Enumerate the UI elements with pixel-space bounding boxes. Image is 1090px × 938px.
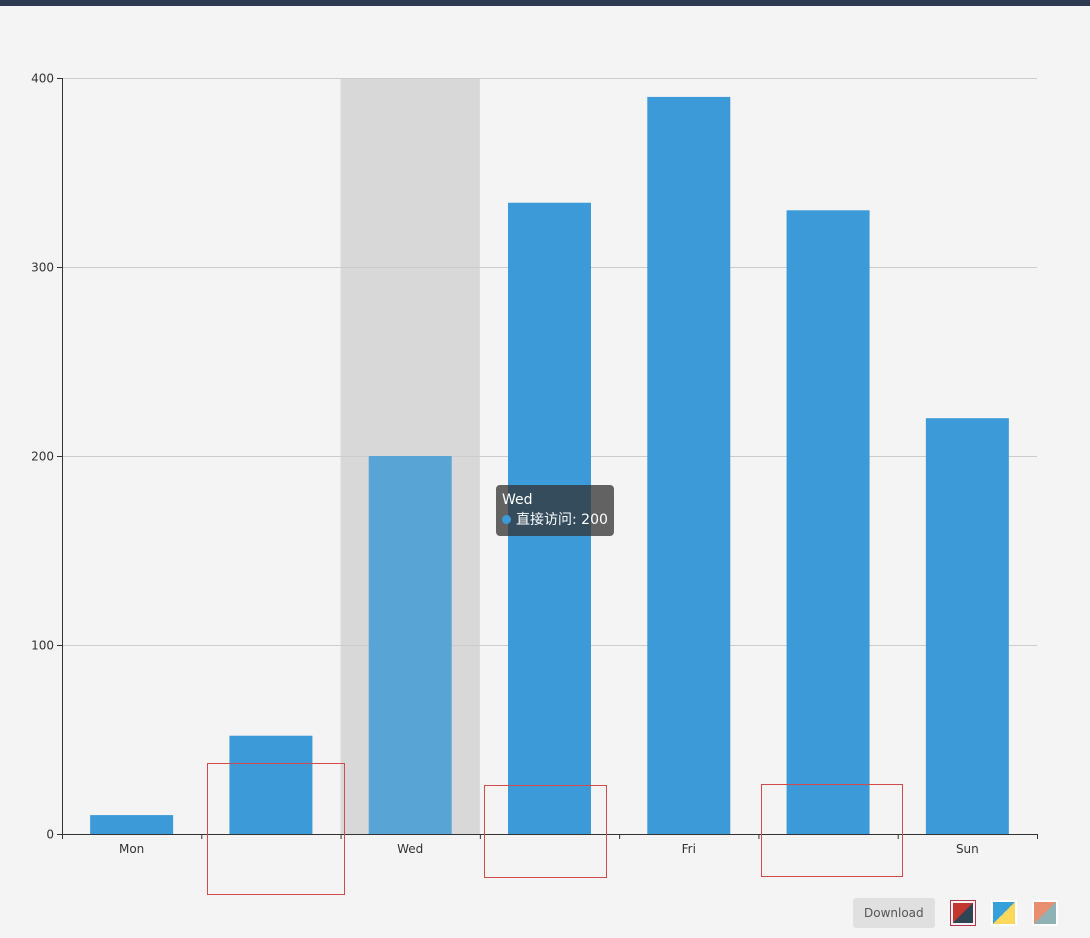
bar-tue bbox=[229, 735, 313, 834]
light-theme-swatch bbox=[992, 902, 1015, 924]
top-strip bbox=[0, 0, 1090, 6]
bar-wed bbox=[368, 456, 452, 834]
x-tick-label: Mon bbox=[119, 842, 144, 856]
bar-sat bbox=[786, 210, 870, 835]
bar-fri bbox=[647, 96, 731, 834]
download-button[interactable]: Download bbox=[853, 898, 935, 928]
y-tick-label: 200 bbox=[31, 450, 54, 464]
y-tick-label: 400 bbox=[31, 72, 54, 86]
y-tick-label: 300 bbox=[31, 261, 54, 275]
dark-theme-swatch bbox=[952, 903, 973, 923]
annotation-box-sat bbox=[761, 784, 903, 877]
tooltip: Wed 直接访问: 200 bbox=[496, 485, 614, 536]
vintage-theme-icon[interactable] bbox=[1031, 900, 1058, 926]
y-tick-label: 100 bbox=[31, 639, 54, 653]
bar-mon bbox=[90, 815, 174, 834]
theme-switcher bbox=[935, 900, 1058, 926]
x-tick-label: Wed bbox=[397, 842, 423, 856]
y-tick-label: 0 bbox=[46, 828, 54, 842]
toolbar: Download bbox=[853, 898, 1058, 928]
annotation-box-tue bbox=[207, 763, 345, 895]
axes: 0 100 200 300 400 Mon Wed Fri Sun bbox=[31, 72, 1038, 856]
annotation-box-thu bbox=[484, 785, 607, 878]
x-tick-label: Fri bbox=[682, 842, 696, 856]
series-marker-icon bbox=[502, 515, 511, 524]
bars bbox=[90, 96, 1009, 835]
vintage-theme-swatch bbox=[1033, 902, 1056, 924]
bar-sun bbox=[925, 418, 1009, 834]
light-theme-icon[interactable] bbox=[990, 900, 1017, 926]
annotation-boxes bbox=[207, 763, 903, 895]
tooltip-row: 直接访问: 200 bbox=[502, 512, 608, 528]
x-tick-label: Sun bbox=[956, 842, 979, 856]
dark-theme-icon[interactable] bbox=[949, 900, 976, 926]
tooltip-value: 直接访问: 200 bbox=[516, 512, 608, 528]
tooltip-title: Wed bbox=[502, 492, 533, 508]
